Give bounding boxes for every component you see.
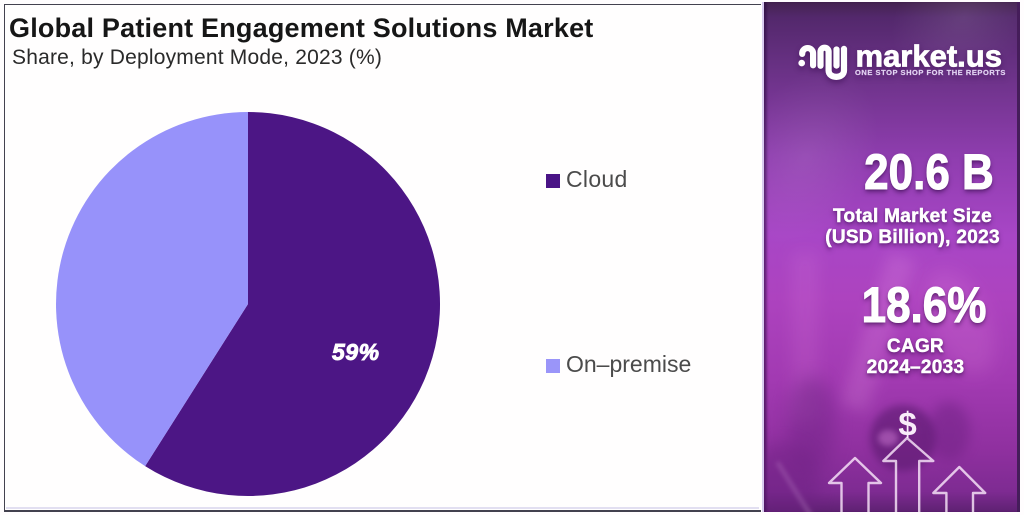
- svg-text:$: $: [898, 406, 916, 443]
- svg-text:market.us: market.us: [855, 39, 1001, 74]
- svg-text:ONE STOP SHOP FOR THE REPORTS: ONE STOP SHOP FOR THE REPORTS: [855, 68, 1006, 77]
